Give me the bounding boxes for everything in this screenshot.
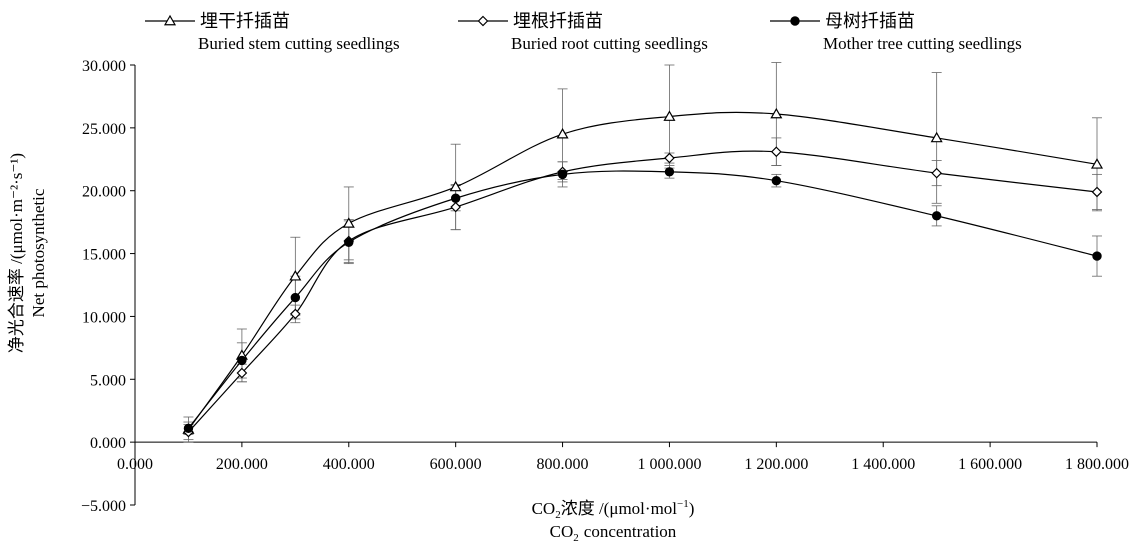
data-point-series-3: [183, 423, 194, 434]
series-lines: [187, 111, 1098, 433]
legend: 埋干扦插苗 Buried stem cutting seedlings 埋根扦插苗 B…: [145, 11, 1022, 53]
x-tick-label: 0.000: [117, 456, 153, 473]
data-point-series-3: [771, 175, 782, 186]
x-tick-label: 1 600.000: [958, 456, 1022, 473]
y-tick-label: 5.000: [90, 372, 126, 389]
y-tick-label: −5.000: [81, 498, 126, 515]
data-point-series-1: [342, 217, 355, 228]
y-axis-label-cn: 净光合速率 /(μmol·m⁻²·s⁻¹): [7, 153, 26, 353]
data-point-series-3: [344, 237, 354, 247]
series-line-1: [187, 111, 1098, 430]
legend-label-en-1: Buried stem cutting seedlings: [198, 34, 400, 53]
legend-label-en-2: Buried root cutting seedlings: [511, 34, 708, 53]
data-point-series-3: [1092, 251, 1102, 261]
y-axis-label-en: Net photosynthetic: [29, 188, 48, 317]
y-tick-label: 25.000: [82, 121, 126, 138]
y-tick-label: 0.000: [90, 435, 126, 452]
series-markers: [182, 107, 1104, 438]
data-point-series-1: [1090, 158, 1104, 169]
y-tick-label: 10.000: [82, 309, 126, 326]
data-point-series-2: [236, 367, 248, 379]
x-axis-label-close: ): [689, 499, 695, 518]
data-point-series-2: [664, 152, 675, 164]
data-point-series-2: [770, 146, 782, 158]
series-line-2: [187, 150, 1098, 433]
x-axis-label-en-prefix: CO: [550, 522, 574, 541]
legend-marker-1: [163, 14, 177, 26]
x-tick-label: 800.000: [537, 456, 589, 473]
data-point-series-1: [289, 269, 302, 281]
x-axis-label-cn: CO2浓度 /(μmol·mol−1): [532, 498, 695, 521]
data-point-series-1: [663, 110, 676, 121]
data-point-series-3: [557, 169, 568, 180]
x-tick-label: 200.000: [216, 456, 268, 473]
x-axis-label-cn-text: 浓度 /(: [561, 499, 610, 518]
x-tick-label: 1 800.000: [1065, 456, 1129, 473]
axes: −5.000 0.000 5.000 10.000 15.000 20.000 25.000…: [81, 58, 1129, 515]
data-point-series-3: [290, 292, 301, 303]
data-point-series-1: [556, 127, 569, 139]
legend-label-cn-3: 母树扦插苗: [825, 11, 915, 31]
data-point-series-3: [450, 193, 461, 203]
x-tick-label: 1 400.000: [851, 456, 915, 473]
x-axis-label-en-sub: 2: [573, 532, 579, 544]
data-point-series-3: [931, 211, 942, 221]
x-axis-label-sup: −1: [677, 498, 689, 510]
data-point-series-1: [930, 131, 943, 143]
series-line-3: [187, 170, 1098, 429]
data-point-series-1: [770, 107, 783, 119]
x-tick-label: 600.000: [430, 456, 482, 473]
data-point-series-2: [1091, 186, 1103, 198]
x-tick-label: 1 200.000: [744, 456, 808, 473]
legend-marker-3: [790, 16, 800, 26]
x-tick-label: 400.000: [323, 456, 375, 473]
y-tick-label: 20.000: [82, 184, 126, 201]
legend-marker-2: [477, 15, 489, 27]
legend-label-cn-1: 埋干扦插苗: [200, 11, 290, 31]
y-tick-label: 30.000: [82, 58, 126, 75]
x-axis-label-en-suffix: concentration: [584, 522, 677, 541]
legend-label-cn-2: 埋根扦插苗: [513, 11, 603, 31]
legend-label-en-3: Mother tree cutting seedlings: [823, 34, 1022, 53]
data-point-series-1: [449, 180, 462, 192]
x-axis-label-en: CO2 concentration: [550, 522, 677, 544]
x-axis-label-sub: 2: [555, 509, 561, 521]
data-point-series-2: [450, 201, 462, 213]
data-point-series-2: [289, 308, 301, 320]
x-tick-label: 1 000.000: [637, 456, 701, 473]
data-point-series-3: [664, 167, 675, 177]
y-tick-label: 15.000: [82, 247, 126, 264]
x-axis-label-prefix: CO: [532, 499, 556, 518]
x-axis-label-unit: μmol·mol: [609, 499, 677, 518]
data-point-series-3: [237, 355, 247, 366]
data-point-series-2: [931, 167, 943, 179]
